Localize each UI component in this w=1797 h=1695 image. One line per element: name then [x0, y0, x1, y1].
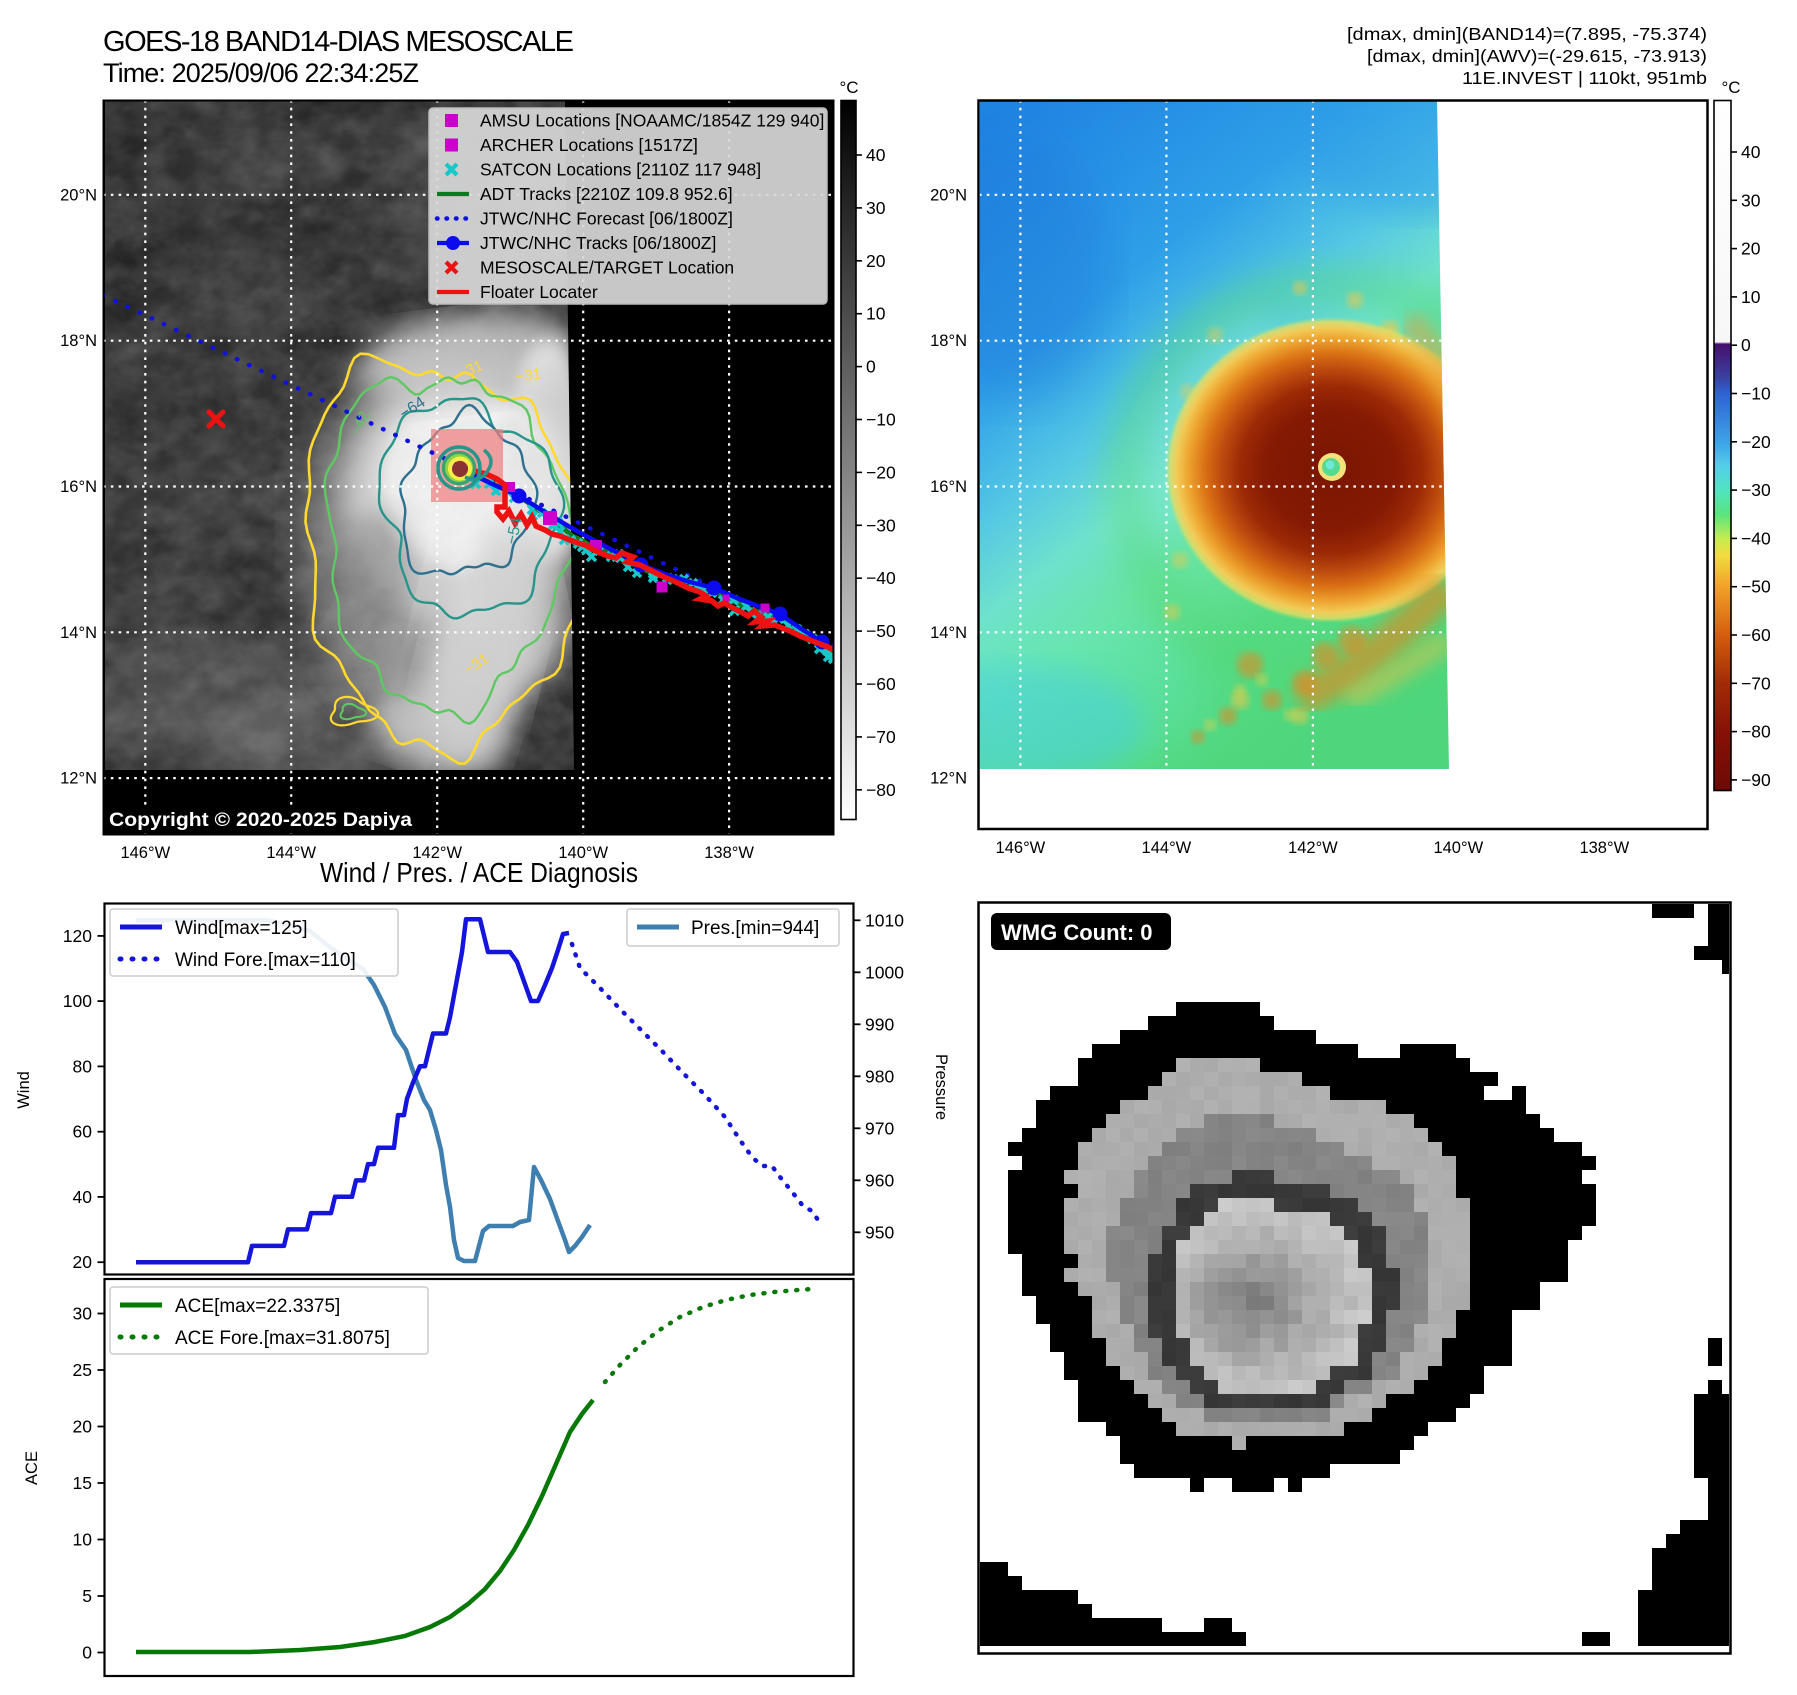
svg-text:20: 20: [1741, 239, 1761, 259]
svg-text:Pres.[min=944]: Pres.[min=944]: [691, 918, 819, 939]
svg-text:40: 40: [1741, 142, 1761, 162]
svg-text:20: 20: [73, 1417, 93, 1437]
svg-text:18°N: 18°N: [60, 332, 97, 350]
svg-text:20: 20: [73, 1252, 93, 1272]
svg-text:138°W: 138°W: [1579, 839, 1629, 857]
svg-text:950: 950: [865, 1222, 894, 1242]
svg-text:−10: −10: [1741, 384, 1771, 404]
svg-text:MESOSCALE/TARGET Location: MESOSCALE/TARGET Location: [480, 258, 734, 278]
svg-text:20°N: 20°N: [930, 186, 967, 204]
svg-text:60: 60: [73, 1122, 93, 1142]
svg-text:SATCON Locations [2110Z 117 94: SATCON Locations [2110Z 117 948]: [480, 160, 761, 180]
svg-text:20: 20: [866, 251, 886, 271]
svg-text:142°W: 142°W: [1288, 839, 1338, 857]
svg-text:ACE: ACE: [23, 1451, 41, 1485]
svg-text:−30: −30: [1741, 480, 1771, 500]
svg-text:5: 5: [82, 1586, 92, 1606]
svg-text:144°W: 144°W: [1142, 839, 1192, 857]
svg-text:30: 30: [866, 198, 886, 218]
svg-text:10: 10: [866, 304, 886, 324]
svg-text:10: 10: [73, 1530, 93, 1550]
svg-text:Floater Locater: Floater Locater: [480, 282, 598, 302]
svg-text:1010: 1010: [865, 910, 904, 930]
svg-text:14°N: 14°N: [930, 624, 967, 642]
svg-text:138°W: 138°W: [704, 844, 754, 862]
svg-text:146°W: 146°W: [120, 844, 170, 862]
svg-text:120: 120: [63, 926, 92, 946]
svg-text:Wind Fore.[max=110]: Wind Fore.[max=110]: [175, 950, 356, 971]
svg-text:144°W: 144°W: [266, 844, 316, 862]
svg-text:GOES-18 BAND14-DIAS MESOSCALE: GOES-18 BAND14-DIAS MESOSCALE: [103, 26, 574, 58]
svg-text:−40: −40: [866, 568, 896, 588]
svg-text:18°N: 18°N: [930, 332, 967, 350]
svg-text:15: 15: [73, 1473, 92, 1493]
svg-text:Wind / Pres. / ACE Diagnosis: Wind / Pres. / ACE Diagnosis: [320, 857, 638, 888]
svg-text:−40: −40: [1741, 528, 1771, 548]
svg-text:12°N: 12°N: [930, 770, 967, 788]
svg-text:−20: −20: [1741, 432, 1771, 452]
svg-text:−80: −80: [866, 780, 896, 800]
svg-text:−20: −20: [866, 462, 896, 482]
svg-text:1000: 1000: [865, 962, 904, 982]
svg-text:960: 960: [865, 1170, 894, 1190]
svg-text:−50: −50: [1741, 577, 1771, 597]
svg-text:AMSU Locations [NOAAMC/1854Z 1: AMSU Locations [NOAAMC/1854Z 129 940]: [480, 111, 824, 131]
svg-text:Copyright © 2020-2025 Dapiya: Copyright © 2020-2025 Dapiya: [109, 810, 412, 831]
svg-text:ACE Fore.[max=31.8075]: ACE Fore.[max=31.8075]: [175, 1328, 390, 1349]
svg-text:Wind: Wind: [15, 1071, 33, 1109]
svg-text:ADT Tracks [2210Z 109.8 952.6]: ADT Tracks [2210Z 109.8 952.6]: [480, 184, 733, 204]
svg-text:146°W: 146°W: [996, 839, 1046, 857]
svg-text:980: 980: [865, 1066, 894, 1086]
svg-text:140°W: 140°W: [558, 844, 608, 862]
svg-text:[dmax, dmin](AWV)=(-29.615, -7: [dmax, dmin](AWV)=(-29.615, -73.913): [1367, 46, 1707, 66]
svg-text:20°N: 20°N: [60, 186, 97, 204]
svg-text:°C: °C: [1721, 78, 1740, 97]
svg-text:40: 40: [73, 1187, 93, 1207]
svg-text:−31: −31: [515, 365, 543, 385]
svg-text:−60: −60: [1741, 625, 1771, 645]
svg-text:−70: −70: [866, 727, 896, 747]
svg-text:[dmax, dmin](BAND14)=(7.895, -: [dmax, dmin](BAND14)=(7.895, -75.374): [1347, 24, 1707, 44]
svg-text:Pressure: Pressure: [932, 1054, 950, 1120]
svg-text:16°N: 16°N: [930, 478, 967, 496]
svg-text:0: 0: [1741, 335, 1751, 355]
svg-text:80: 80: [73, 1056, 93, 1076]
svg-text:−30: −30: [866, 515, 896, 535]
svg-text:14°N: 14°N: [60, 624, 97, 642]
svg-text:−90: −90: [1741, 770, 1771, 790]
svg-text:−70: −70: [1741, 673, 1771, 693]
svg-text:ACE[max=22.3375]: ACE[max=22.3375]: [175, 1296, 340, 1317]
svg-text:Time: 2025/09/06 22:34:25Z: Time: 2025/09/06 22:34:25Z: [103, 58, 419, 88]
svg-text:−60: −60: [866, 674, 896, 694]
svg-text:JTWC/NHC Tracks [06/1800Z]: JTWC/NHC Tracks [06/1800Z]: [480, 233, 716, 253]
svg-text:−50: −50: [866, 621, 896, 641]
svg-text:40: 40: [866, 145, 886, 165]
svg-text:30: 30: [1741, 190, 1761, 210]
svg-text:0: 0: [82, 1643, 92, 1663]
svg-text:12°N: 12°N: [60, 770, 97, 788]
svg-text:100: 100: [63, 991, 92, 1011]
svg-text:142°W: 142°W: [412, 844, 462, 862]
svg-text:ARCHER Locations [1517Z]: ARCHER Locations [1517Z]: [480, 135, 698, 155]
svg-text:−80: −80: [1741, 722, 1771, 742]
svg-text:Wind[max=125]: Wind[max=125]: [175, 918, 308, 939]
svg-text:−10: −10: [866, 410, 896, 430]
svg-text:970: 970: [865, 1118, 894, 1138]
svg-text:16°N: 16°N: [60, 478, 97, 496]
svg-text:30: 30: [73, 1304, 93, 1324]
svg-text:25: 25: [73, 1360, 92, 1380]
svg-text:10: 10: [1741, 287, 1761, 307]
svg-text:WMG Count: 0: WMG Count: 0: [1001, 920, 1153, 945]
svg-text:140°W: 140°W: [1433, 839, 1483, 857]
svg-text:JTWC/NHC Forecast [06/1800Z]: JTWC/NHC Forecast [06/1800Z]: [480, 209, 733, 229]
svg-text:−54: −54: [503, 516, 525, 546]
svg-text:990: 990: [865, 1014, 894, 1034]
svg-text:0: 0: [866, 357, 876, 377]
svg-text:11E.INVEST | 110kt, 951mb: 11E.INVEST | 110kt, 951mb: [1462, 68, 1707, 88]
svg-text:°C: °C: [839, 78, 858, 97]
